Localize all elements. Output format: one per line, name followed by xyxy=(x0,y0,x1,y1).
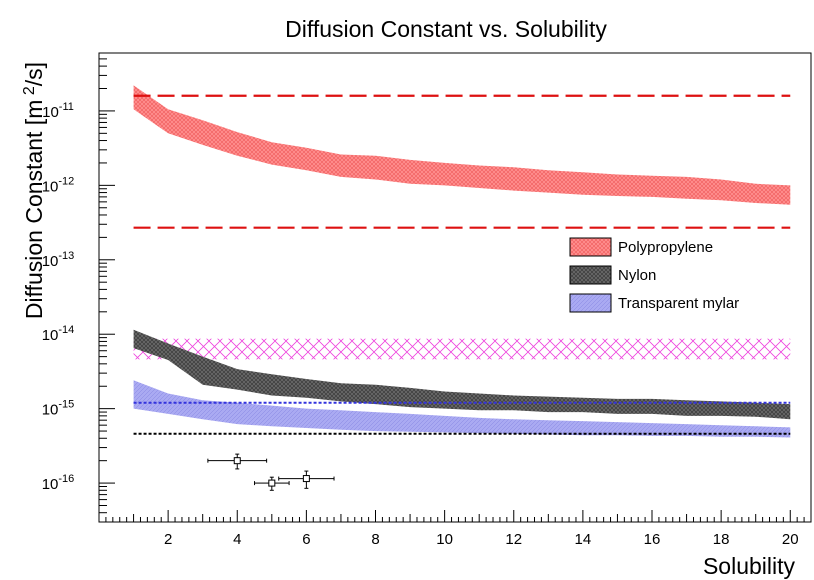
series-band-transparent-mylar xyxy=(133,380,791,438)
x-tick-label: 4 xyxy=(233,531,241,548)
y-tick-label: 10-13 xyxy=(42,250,75,270)
series-band-polypropylene xyxy=(133,85,791,205)
point-marker xyxy=(302,475,310,483)
x-tick-label: 14 xyxy=(575,531,592,548)
y-tick-label: 10-11 xyxy=(42,101,74,121)
x-tick-label: 12 xyxy=(505,531,522,548)
x-tick-label: 18 xyxy=(713,531,730,548)
series-layer xyxy=(133,85,791,438)
point-marker xyxy=(268,479,276,487)
x-tick-label: 8 xyxy=(371,531,379,548)
plot-area xyxy=(133,85,791,491)
legend-swatch xyxy=(569,237,612,257)
x-tick-label: 2 xyxy=(164,531,172,548)
legend-item-polypropylene: Polypropylene xyxy=(569,237,713,257)
y-axis: 10-16 10-15 10-14 10-13 10-12 10-11 xyxy=(42,52,115,523)
hatched-band-1 xyxy=(133,338,791,360)
legend-label: Transparent mylar xyxy=(618,295,739,312)
x-tick-label: 10 xyxy=(436,531,453,548)
x-axis-title: Solubility xyxy=(703,553,796,579)
data-point-3 xyxy=(278,470,335,489)
y-axis-title: Diffusion Constant [m 2/s] xyxy=(21,62,47,319)
points-layer xyxy=(207,453,335,491)
legend-label: Polypropylene xyxy=(618,239,713,256)
legend-label: Nylon xyxy=(618,267,656,284)
plot-frame xyxy=(98,52,812,523)
x-tick-label: 6 xyxy=(302,531,310,548)
data-point-2 xyxy=(254,476,290,491)
bands-layer xyxy=(133,338,791,360)
y-tick-label: 10-15 xyxy=(42,399,75,419)
series-band-nylon xyxy=(133,329,791,420)
y-tick-label: 10-16 xyxy=(42,473,75,493)
legend-item-nylon: Nylon xyxy=(569,265,656,285)
x-axis: 2 4 6 8 10 12 14 16 18 20 xyxy=(105,510,812,548)
legend-swatch xyxy=(569,293,612,313)
y-tick-label: 10-12 xyxy=(42,175,75,195)
point-marker xyxy=(233,457,241,465)
legend: Polypropylene Nylon Transparent mylar xyxy=(569,237,739,313)
x-tick-label: 20 xyxy=(782,531,799,548)
legend-item-transparent-mylar: Transparent mylar xyxy=(569,293,739,313)
x-tick-label: 16 xyxy=(644,531,661,548)
y-tick-label: 10-14 xyxy=(42,324,75,344)
chart-title: Diffusion Constant vs. Solubility xyxy=(285,16,607,42)
legend-swatch xyxy=(569,265,612,285)
reference-lines-layer xyxy=(133,94,791,435)
data-point-1 xyxy=(207,453,268,470)
